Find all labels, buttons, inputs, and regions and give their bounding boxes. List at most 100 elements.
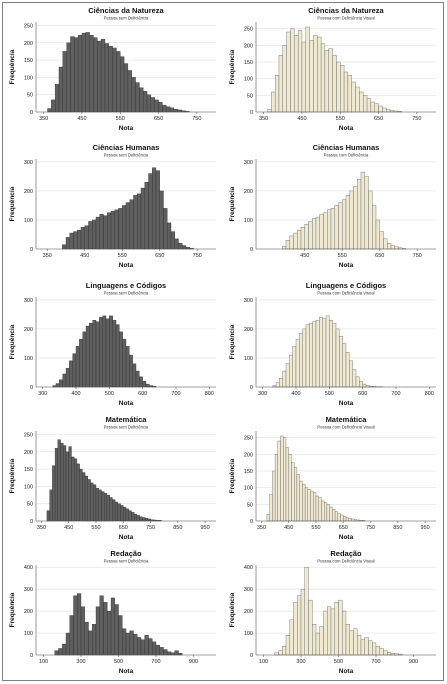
histogram-bar bbox=[355, 86, 360, 113]
chart-subtitle: Pessoa com Deficiência Visual bbox=[317, 559, 374, 564]
histogram-bar bbox=[332, 322, 337, 388]
histogram-bar bbox=[159, 647, 164, 656]
y-tick-label: 200 bbox=[24, 327, 33, 333]
histogram-bar bbox=[368, 190, 373, 250]
histogram-bar bbox=[84, 621, 89, 656]
y-tick-label: 50 bbox=[247, 93, 253, 99]
histogram-bar bbox=[349, 630, 354, 656]
histogram-bar bbox=[125, 202, 130, 250]
x-tick-label: 300 bbox=[296, 659, 305, 665]
histogram-bar bbox=[137, 193, 142, 250]
histogram-bar bbox=[85, 325, 90, 388]
histogram-bar bbox=[129, 630, 134, 656]
chart-title: Ciências da Natureza bbox=[308, 6, 384, 15]
histogram-bar bbox=[293, 602, 298, 656]
histogram-bar bbox=[70, 36, 75, 113]
y-tick-label: 300 bbox=[24, 298, 33, 304]
histogram-bar bbox=[125, 632, 130, 656]
histogram-bar bbox=[104, 493, 108, 522]
histogram-bar bbox=[297, 229, 302, 250]
histogram-bar bbox=[325, 315, 330, 388]
histogram-bar bbox=[73, 595, 78, 656]
x-tick-label: 850 bbox=[173, 525, 182, 531]
x-tick-label: 350 bbox=[37, 525, 46, 531]
x-tick-label: 450 bbox=[80, 253, 89, 259]
histogram-bar bbox=[144, 518, 148, 522]
histogram-bar bbox=[342, 610, 347, 656]
y-tick-label: 0 bbox=[30, 247, 33, 253]
histogram-bar bbox=[89, 34, 94, 113]
y-tick-label: 200 bbox=[24, 609, 33, 615]
histogram-bar bbox=[62, 51, 67, 113]
histogram-bar bbox=[321, 500, 325, 522]
histogram-bar bbox=[357, 635, 362, 656]
histogram-bar bbox=[84, 225, 89, 250]
histogram-bar bbox=[302, 484, 306, 522]
y-axis-label: Frequência bbox=[9, 49, 16, 84]
histogram-bar bbox=[360, 639, 365, 656]
histogram-bar bbox=[89, 322, 93, 388]
histogram-bar bbox=[69, 232, 74, 250]
histogram-bar bbox=[305, 324, 310, 388]
histogram-bar bbox=[133, 195, 138, 250]
histogram-bar bbox=[315, 495, 319, 522]
histogram-bar bbox=[148, 638, 153, 656]
histogram-bar bbox=[134, 513, 138, 522]
histogram-bar bbox=[95, 216, 100, 250]
histogram-bar bbox=[158, 102, 163, 113]
histogram-bar bbox=[277, 440, 281, 522]
x-tick-label: 300 bbox=[76, 659, 85, 665]
y-tick-label: 300 bbox=[24, 160, 33, 166]
histogram-bar bbox=[129, 199, 134, 250]
chart-subtitle: Pessoa com Deficiência Visual bbox=[317, 425, 374, 430]
histogram-bar bbox=[122, 205, 127, 250]
y-tick-label: 400 bbox=[24, 565, 33, 571]
histogram-bar bbox=[154, 99, 159, 113]
y-tick-label: 100 bbox=[24, 75, 33, 81]
y-axis-label: Frequência bbox=[9, 186, 16, 221]
x-tick-label: 650 bbox=[374, 116, 383, 122]
histogram-bar bbox=[170, 231, 175, 250]
histogram-bar bbox=[142, 381, 147, 388]
y-tick-label: 150 bbox=[24, 467, 33, 473]
histogram-bar bbox=[327, 209, 332, 250]
histogram-bar bbox=[54, 650, 59, 656]
histogram-bar bbox=[65, 367, 70, 388]
histogram-bar bbox=[85, 32, 90, 113]
histogram-bar bbox=[55, 383, 60, 388]
x-tick-label: 300 bbox=[38, 391, 47, 397]
histogram-bar bbox=[101, 491, 105, 522]
histogram-bar bbox=[76, 463, 80, 522]
y-tick-label: 50 bbox=[27, 502, 33, 508]
histogram-bar bbox=[304, 224, 309, 250]
y-tick-label: 0 bbox=[250, 110, 253, 116]
histogram-bar bbox=[92, 320, 97, 388]
histogram-bar bbox=[342, 199, 347, 250]
x-tick-label: 700 bbox=[171, 391, 180, 397]
histogram-bar bbox=[95, 321, 100, 388]
x-axis-label: Nota bbox=[119, 534, 134, 541]
x-tick-label: 750 bbox=[412, 116, 421, 122]
histogram-bar bbox=[127, 70, 132, 113]
histogram-bar bbox=[315, 216, 320, 250]
histogram-bar bbox=[174, 650, 179, 656]
histogram-bar bbox=[99, 317, 103, 388]
histogram-bar bbox=[65, 237, 70, 250]
histogram-bar bbox=[62, 244, 67, 250]
histogram-bar bbox=[68, 446, 72, 522]
y-tick-label: 0 bbox=[30, 110, 33, 116]
y-axis-label: Frequência bbox=[9, 324, 16, 359]
chart-title: Ciências Humanas bbox=[93, 143, 160, 152]
histogram-bar bbox=[345, 624, 350, 656]
histogram-bar bbox=[95, 487, 99, 522]
x-tick-label: 700 bbox=[371, 659, 380, 665]
histogram-bar bbox=[77, 34, 83, 113]
histogram-bar bbox=[145, 383, 150, 388]
x-tick-label: 450 bbox=[297, 116, 306, 122]
